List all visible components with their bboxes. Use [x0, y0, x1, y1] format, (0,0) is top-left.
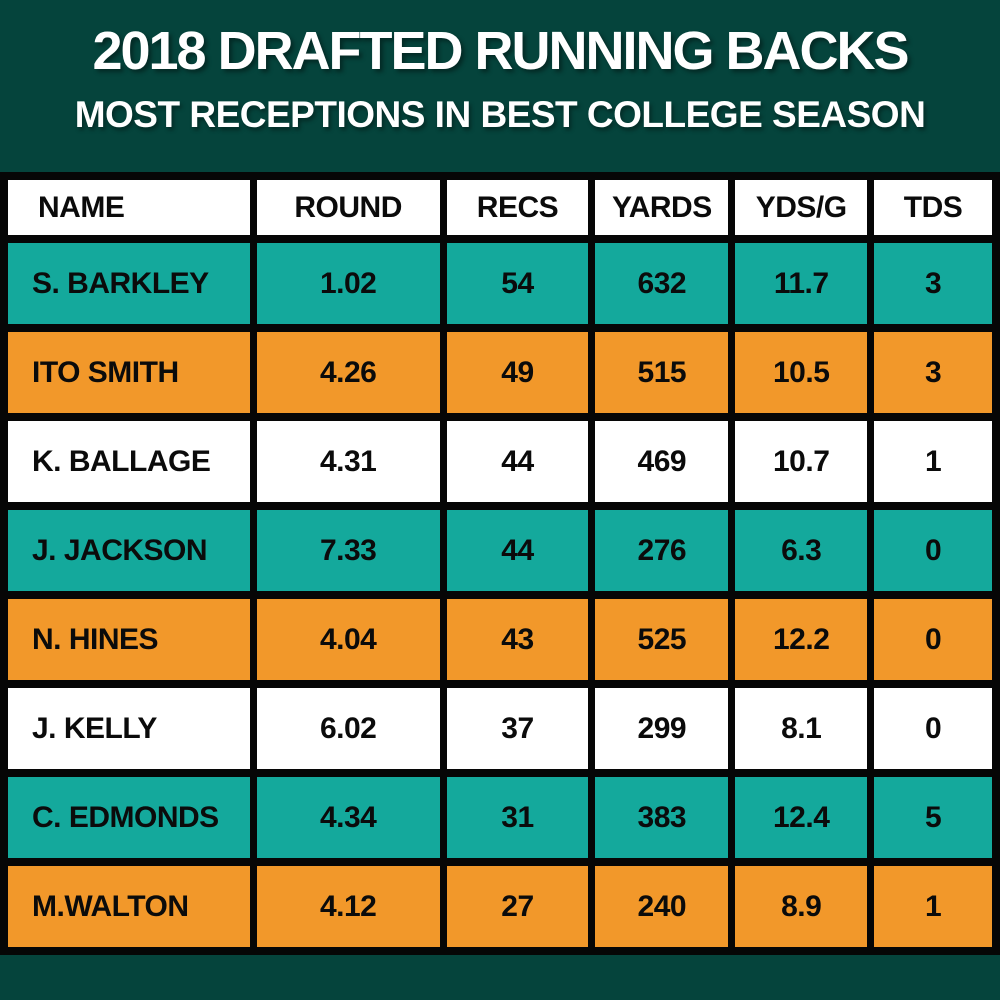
cell-tds: 5 [874, 777, 992, 858]
cell-recs: 27 [446, 866, 589, 947]
cell-yards: 240 [595, 866, 729, 947]
banner: 2018 DRAFTED RUNNING BACKS MOST RECEPTIO… [0, 0, 1000, 172]
cell-name: J. JACKSON [8, 510, 250, 591]
cell-name: C. EDMONDS [8, 777, 250, 858]
footer-strip [0, 955, 1000, 1000]
cell-tds: 0 [874, 510, 992, 591]
cell-recs: 37 [446, 688, 589, 769]
cell-ydsg: 10.5 [735, 332, 868, 413]
cell-yards: 299 [595, 688, 729, 769]
cell-recs: 43 [446, 599, 589, 680]
column-header-recs: RECS [446, 180, 589, 235]
cell-ydsg: 6.3 [735, 510, 868, 591]
cell-ydsg: 12.4 [735, 777, 868, 858]
cell-name: ITO SMITH [8, 332, 250, 413]
cell-yards: 515 [595, 332, 729, 413]
cell-tds: 0 [874, 599, 992, 680]
cell-recs: 31 [446, 777, 589, 858]
column-header-yards: YARDS [595, 180, 729, 235]
cell-name: M.WALTON [8, 866, 250, 947]
cell-recs: 49 [446, 332, 589, 413]
cell-recs: 54 [446, 243, 589, 324]
cell-ydsg: 10.7 [735, 421, 868, 502]
cell-ydsg: 8.1 [735, 688, 868, 769]
cell-name: K. BALLAGE [8, 421, 250, 502]
cell-round: 1.02 [256, 243, 440, 324]
column-header-round: ROUND [256, 180, 440, 235]
column-header-name: NAME [8, 180, 250, 235]
cell-tds: 1 [874, 421, 992, 502]
cell-name: J. KELLY [8, 688, 250, 769]
cell-yards: 469 [595, 421, 729, 502]
cell-name: N. HINES [8, 599, 250, 680]
cell-tds: 3 [874, 243, 992, 324]
page-title: 2018 DRAFTED RUNNING BACKS [92, 21, 909, 81]
cell-name: S. BARKLEY [8, 243, 250, 324]
cell-round: 4.26 [256, 332, 440, 413]
cell-tds: 3 [874, 332, 992, 413]
cell-ydsg: 12.2 [735, 599, 868, 680]
page-subtitle: MOST RECEPTIONS IN BEST COLLEGE SEASON [74, 94, 926, 136]
cell-round: 4.34 [256, 777, 440, 858]
cell-round: 6.02 [256, 688, 440, 769]
column-header-tds: TDS [874, 180, 992, 235]
cell-recs: 44 [446, 421, 589, 502]
cell-tds: 1 [874, 866, 992, 947]
cell-yards: 525 [595, 599, 729, 680]
cell-round: 4.12 [256, 866, 440, 947]
cell-yards: 276 [595, 510, 729, 591]
cell-recs: 44 [446, 510, 589, 591]
cell-ydsg: 8.9 [735, 866, 868, 947]
cell-yards: 632 [595, 243, 729, 324]
cell-round: 7.33 [256, 510, 440, 591]
cell-yards: 383 [595, 777, 729, 858]
cell-ydsg: 11.7 [735, 243, 868, 324]
cell-tds: 0 [874, 688, 992, 769]
column-header-ydsg: YDS/G [735, 180, 868, 235]
stats-table: NAME ROUND RECS YARDS YDS/G TDS S. BARKLEY 1.02… [0, 172, 1000, 955]
cell-round: 4.31 [256, 421, 440, 502]
cell-round: 4.04 [256, 599, 440, 680]
